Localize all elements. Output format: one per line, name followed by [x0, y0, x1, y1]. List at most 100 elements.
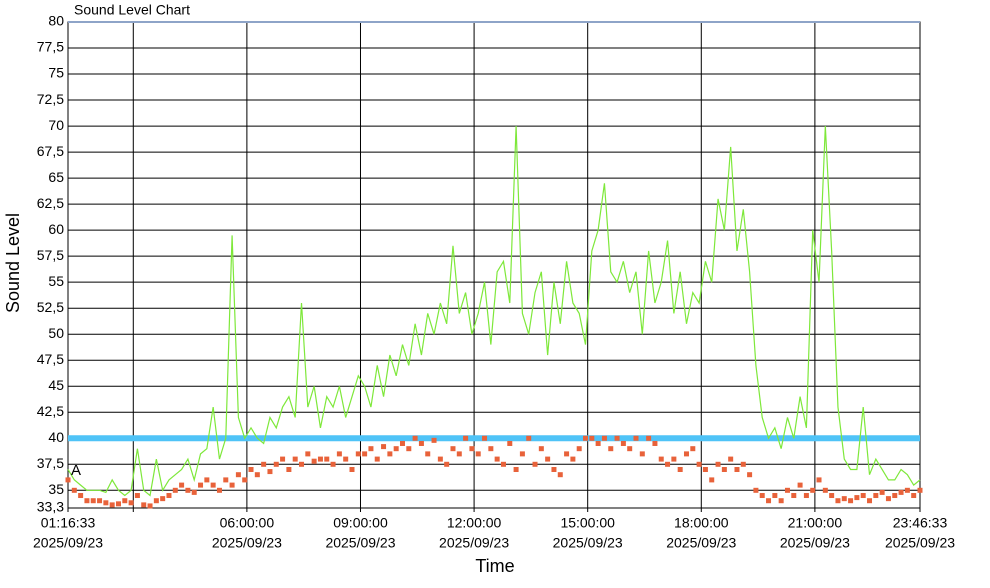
data-marker	[917, 487, 923, 493]
data-marker	[418, 440, 424, 446]
data-marker	[299, 461, 305, 467]
data-marker	[879, 489, 885, 495]
data-marker	[702, 466, 708, 472]
x-tick-label: 09:00:00	[333, 515, 388, 531]
data-marker	[911, 493, 917, 499]
data-marker	[841, 496, 847, 502]
data-marker	[90, 498, 96, 504]
y-tick-label: 70	[48, 117, 64, 133]
y-tick-label: 80	[48, 13, 64, 29]
y-tick-label: 52,5	[37, 299, 64, 315]
data-marker	[526, 435, 532, 441]
data-marker	[589, 435, 595, 441]
data-marker	[273, 461, 279, 467]
data-marker	[759, 493, 765, 499]
y-tick-label: 67,5	[37, 143, 64, 159]
data-marker	[444, 461, 450, 467]
x-tick-label: 12:00:00	[447, 515, 502, 531]
data-marker	[822, 487, 828, 493]
data-marker	[229, 482, 235, 488]
x-tick-label: 01:16:33	[41, 515, 96, 531]
marker-label: A	[71, 462, 81, 479]
data-marker	[412, 435, 418, 441]
data-marker	[469, 446, 475, 452]
y-tick-label: 77,5	[37, 39, 64, 55]
data-marker	[829, 493, 835, 499]
data-marker	[349, 466, 355, 472]
y-tick-label: 55	[48, 273, 64, 289]
data-marker	[740, 461, 746, 467]
data-marker	[721, 466, 727, 472]
data-marker	[885, 496, 891, 502]
x-tick-label: 15:00:00	[560, 515, 615, 531]
data-marker	[620, 440, 626, 446]
data-marker	[153, 498, 159, 504]
data-marker	[614, 435, 620, 441]
data-marker	[134, 493, 140, 499]
data-marker	[709, 477, 715, 483]
x-tick-date: 2025/09/23	[553, 535, 623, 551]
data-marker	[242, 477, 248, 483]
data-marker	[343, 456, 349, 462]
data-marker	[317, 456, 323, 462]
data-marker	[519, 451, 525, 457]
data-marker	[867, 498, 873, 504]
x-tick-date: 2025/09/23	[212, 535, 282, 551]
data-marker	[292, 456, 298, 462]
data-marker	[374, 456, 380, 462]
y-tick-label: 37,5	[37, 455, 64, 471]
data-marker	[639, 451, 645, 457]
x-tick-date: 2025/09/23	[33, 535, 103, 551]
y-tick-label: 65	[48, 169, 64, 185]
data-marker	[538, 446, 544, 452]
data-marker	[128, 500, 134, 506]
data-marker	[305, 451, 311, 457]
data-marker	[601, 435, 607, 441]
data-line	[67, 126, 921, 497]
data-marker	[216, 487, 222, 493]
data-marker	[904, 487, 910, 493]
x-tick-date: 2025/09/23	[439, 535, 509, 551]
data-marker	[65, 477, 71, 483]
data-marker	[545, 456, 551, 462]
data-marker	[734, 466, 740, 472]
data-marker	[848, 498, 854, 504]
data-marker	[715, 461, 721, 467]
data-marker	[425, 451, 431, 457]
data-marker	[160, 496, 166, 502]
data-marker	[873, 493, 879, 499]
data-marker	[204, 477, 210, 483]
x-tick-label: 06:00:00	[220, 515, 275, 531]
data-marker	[235, 472, 241, 478]
data-marker	[393, 446, 399, 452]
data-marker	[778, 498, 784, 504]
data-marker	[627, 446, 633, 452]
data-marker	[494, 456, 500, 462]
data-marker	[191, 489, 197, 495]
y-tick-label: 40	[48, 429, 64, 445]
data-marker	[728, 456, 734, 462]
data-marker	[488, 446, 494, 452]
data-marker	[816, 477, 822, 483]
data-marker	[898, 489, 904, 495]
data-marker	[109, 502, 115, 508]
y-tick-label: 60	[48, 221, 64, 237]
data-marker	[330, 461, 336, 467]
data-marker	[399, 440, 405, 446]
x-tick-date: 2025/09/23	[885, 535, 955, 551]
y-tick-label: 35	[48, 481, 64, 497]
data-marker	[166, 493, 172, 499]
data-marker	[665, 461, 671, 467]
data-marker	[570, 456, 576, 462]
data-marker	[147, 503, 153, 509]
data-marker	[198, 482, 204, 488]
data-marker	[362, 451, 368, 457]
data-marker	[286, 466, 292, 472]
data-marker	[210, 482, 216, 488]
data-marker	[355, 451, 361, 457]
data-marker	[463, 435, 469, 441]
data-marker	[677, 466, 683, 472]
data-marker	[683, 451, 689, 457]
data-marker	[115, 501, 121, 507]
data-marker	[450, 446, 456, 452]
